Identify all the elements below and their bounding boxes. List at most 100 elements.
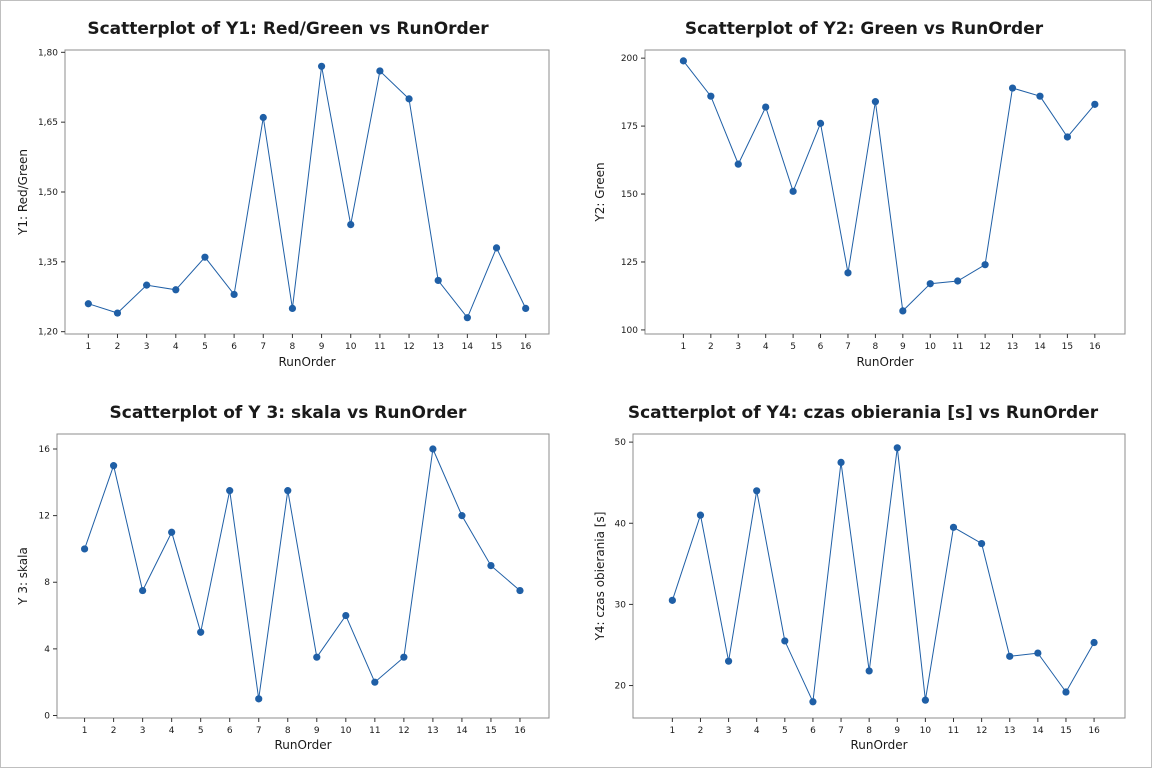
x-tick-label: 5	[198, 726, 204, 736]
data-point	[753, 487, 761, 495]
x-tick-label: 15	[491, 342, 502, 352]
data-point	[284, 487, 292, 495]
data-point	[400, 653, 408, 661]
data-point	[899, 307, 907, 315]
x-tick-label: 5	[782, 726, 788, 736]
x-tick-label: 11	[374, 342, 385, 352]
data-point	[317, 62, 326, 70]
y-tick-label: 50	[615, 438, 627, 448]
x-tick-label: 1	[82, 726, 88, 736]
y-tick-label: 16	[39, 445, 51, 455]
data-point	[516, 586, 524, 595]
data-point	[981, 261, 989, 269]
x-tick-label: 3	[140, 726, 146, 736]
data-point	[1034, 649, 1042, 657]
data-point	[172, 286, 180, 294]
data-point	[197, 628, 205, 636]
x-tick-label: 9	[314, 726, 320, 736]
x-tick-label: 4	[763, 342, 769, 352]
x-tick-label: 10	[340, 726, 352, 736]
data-point	[978, 539, 986, 548]
x-tick-label: 5	[202, 342, 208, 352]
y-axis-label: Y2: Green	[593, 162, 607, 222]
data-point	[139, 586, 147, 595]
data-point	[110, 462, 118, 470]
x-tick-label: 12	[398, 726, 409, 736]
series-line	[84, 447, 521, 699]
x-tick-label: 10	[345, 342, 357, 352]
y-tick-label: 1,65	[38, 118, 58, 128]
x-tick-label: 9	[894, 726, 900, 736]
y-tick-label: 4	[44, 645, 50, 655]
x-axis-label: RunOrder	[274, 738, 331, 752]
plot-frame	[644, 49, 1126, 335]
x-tick-label: 6	[818, 342, 824, 352]
x-tick-label: 13	[427, 726, 438, 736]
data-point	[781, 637, 789, 645]
data-point	[463, 314, 471, 322]
data-point	[487, 561, 495, 570]
y-tick-label: 12	[39, 512, 50, 522]
data-point	[313, 653, 321, 661]
x-tick-label: 11	[952, 342, 963, 352]
x-tick-label: 5	[790, 342, 796, 352]
x-tick-label: 13	[1004, 726, 1015, 736]
data-point	[707, 92, 715, 100]
plot-frame	[64, 49, 550, 335]
y-tick-label: 200	[621, 54, 638, 64]
chart-panel-3: Scatterplot of Y 3: skala vs RunOrder 0 4 8…	[16, 403, 550, 752]
y-tick-label: 1,20	[38, 328, 58, 338]
plot-frame	[56, 433, 550, 719]
data-point	[347, 220, 355, 229]
data-point	[113, 309, 122, 317]
y-tick-label: 8	[44, 578, 50, 588]
x-tick-label: 8	[866, 726, 872, 736]
data-point	[458, 512, 466, 520]
x-tick-label: 7	[838, 726, 844, 736]
y-tick-label: 40	[615, 519, 627, 529]
y-tick-label: 125	[621, 258, 638, 268]
x-tick-label: 2	[115, 342, 121, 352]
x-tick-label: 9	[900, 342, 906, 352]
x-tick-label: 10	[920, 726, 932, 736]
data-point	[696, 511, 705, 519]
data-point	[844, 269, 852, 277]
data-point	[724, 657, 733, 665]
x-tick-label: 14	[456, 726, 468, 736]
x-tick-label: 16	[1088, 726, 1100, 736]
data-point	[865, 667, 873, 675]
y-tick-label: 1,35	[38, 258, 58, 268]
data-point	[1036, 92, 1044, 100]
data-point	[789, 187, 797, 195]
x-tick-label: 2	[698, 726, 704, 736]
x-tick-label: 3	[726, 726, 732, 736]
x-tick-label: 4	[169, 726, 175, 736]
data-point	[668, 596, 676, 604]
data-point	[342, 611, 350, 620]
x-tick-label: 9	[319, 342, 325, 352]
x-tick-label: 10	[925, 342, 937, 352]
x-tick-label: 16	[1089, 342, 1101, 352]
chart-panel-2: Scatterplot of Y2: Green vs RunOrder 100 1…	[593, 19, 1126, 369]
x-tick-label: 15	[485, 726, 496, 736]
data-point	[921, 696, 929, 704]
x-tick-label: 11	[369, 726, 380, 736]
data-point	[1062, 688, 1070, 696]
data-point	[371, 678, 379, 686]
data-point	[893, 444, 901, 452]
x-tick-label: 13	[1007, 342, 1018, 352]
data-point	[954, 277, 962, 285]
y-axis-label: Y 3: skala	[16, 547, 30, 606]
data-point	[762, 103, 770, 111]
data-point	[522, 304, 530, 312]
series-line	[683, 60, 1096, 312]
x-axis-label: RunOrder	[278, 355, 335, 369]
x-tick-label: 12	[976, 726, 987, 736]
y-tick-label: 30	[615, 600, 627, 610]
chart-panel-4: Scatterplot of Y4: czas obierania [s] vs…	[593, 403, 1126, 752]
chart-title: Scatterplot of Y4: czas obierania [s] vs…	[628, 403, 1099, 423]
x-tick-label: 2	[708, 342, 714, 352]
x-tick-label: 16	[520, 342, 532, 352]
x-tick-label: 15	[1062, 342, 1073, 352]
